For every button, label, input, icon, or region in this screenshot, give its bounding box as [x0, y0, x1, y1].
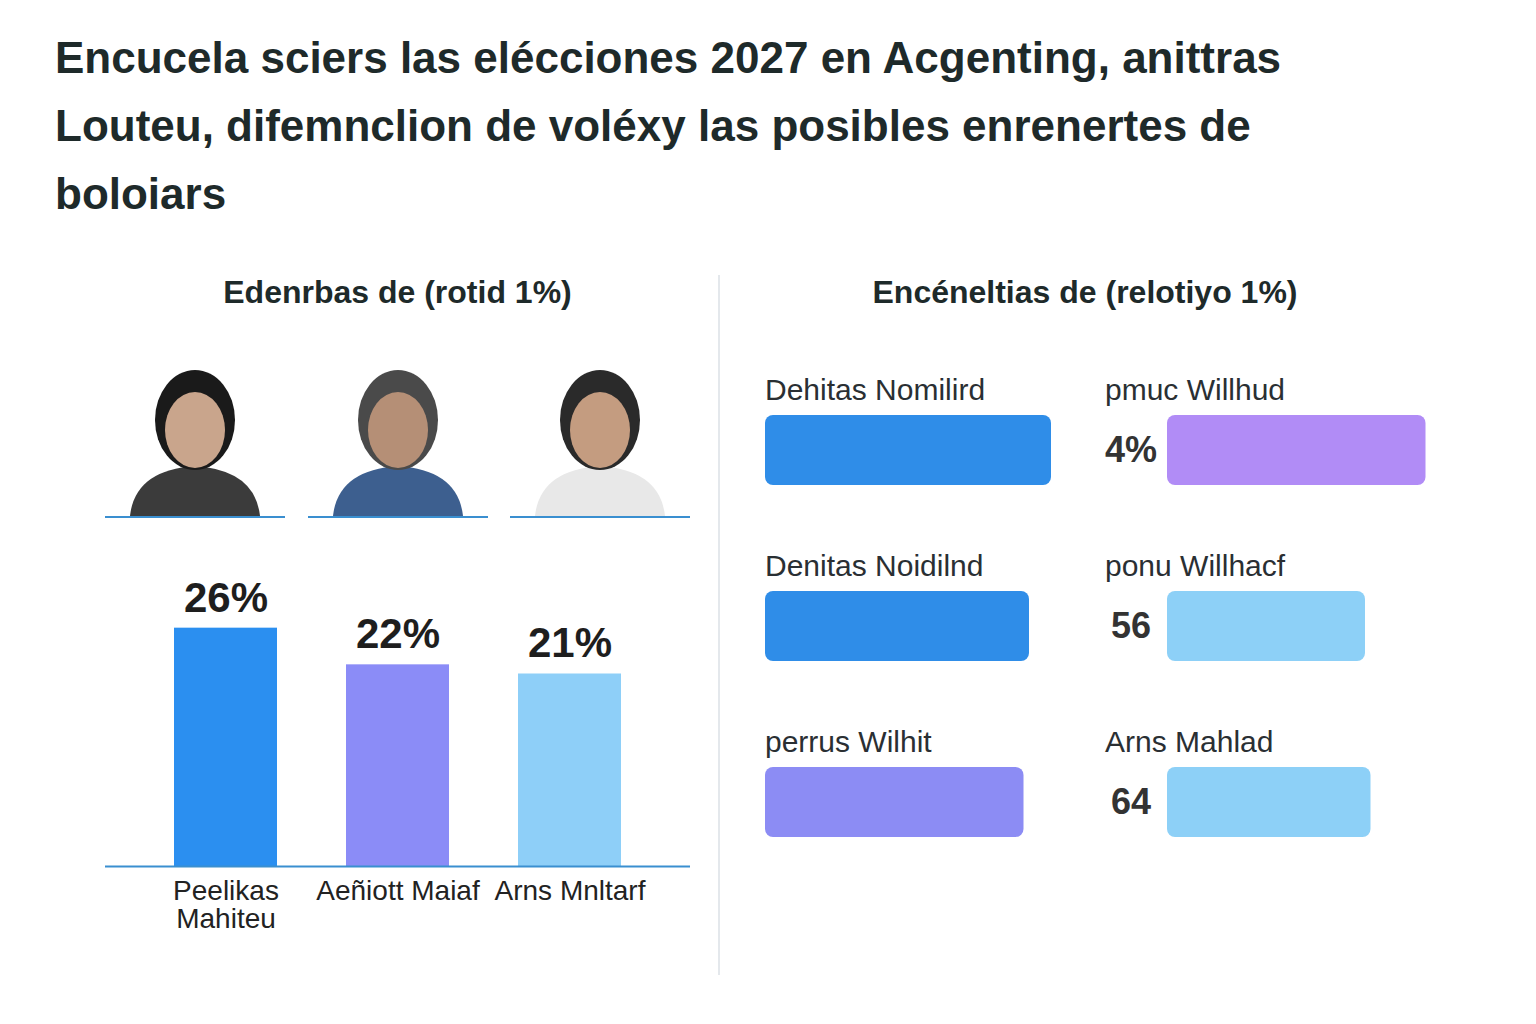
- svg-text:22%: 22%: [356, 610, 440, 657]
- html-text:Denitas Noidilnd: Denitas Noidilnd: [765, 549, 984, 582]
- svg-text:Arns Mnltarf: Arns Mnltarf: [495, 875, 646, 906]
- html-text:Arns Mahlad: Arns Mahlad: [1105, 725, 1274, 758]
- html-text:4%: 4%: [1105, 429, 1157, 470]
- svg-text:PeelikasMahiteu: PeelikasMahiteu: [173, 875, 279, 934]
- html-text:Edenrbas de (rotid 1%): Edenrbas de (rotid 1%): [223, 274, 572, 310]
- html-text:56: 56: [1111, 605, 1151, 646]
- html-text:Encéneltias de (relotiyo 1%): Encéneltias de (relotiyo 1%): [872, 274, 1298, 310]
- html-text:Encucela sciers las elécciones: Encucela sciers las elécciones 2027 en A…: [55, 33, 1282, 218]
- html-text:64: 64: [1111, 781, 1151, 822]
- svg-text:26%: 26%: [184, 574, 268, 621]
- html-text:pmuc Willhud: pmuc Willhud: [1105, 373, 1286, 406]
- html-text:perrus Wilhit: perrus Wilhit: [765, 725, 932, 758]
- svg-text:Aeñiott Maiaf: Aeñiott Maiaf: [316, 875, 480, 906]
- svg-text:21%: 21%: [528, 619, 612, 666]
- html-text:Dehitas Nomilird: Dehitas Nomilird: [765, 373, 986, 406]
- html-text:ponu Willhacf: ponu Willhacf: [1105, 549, 1286, 582]
